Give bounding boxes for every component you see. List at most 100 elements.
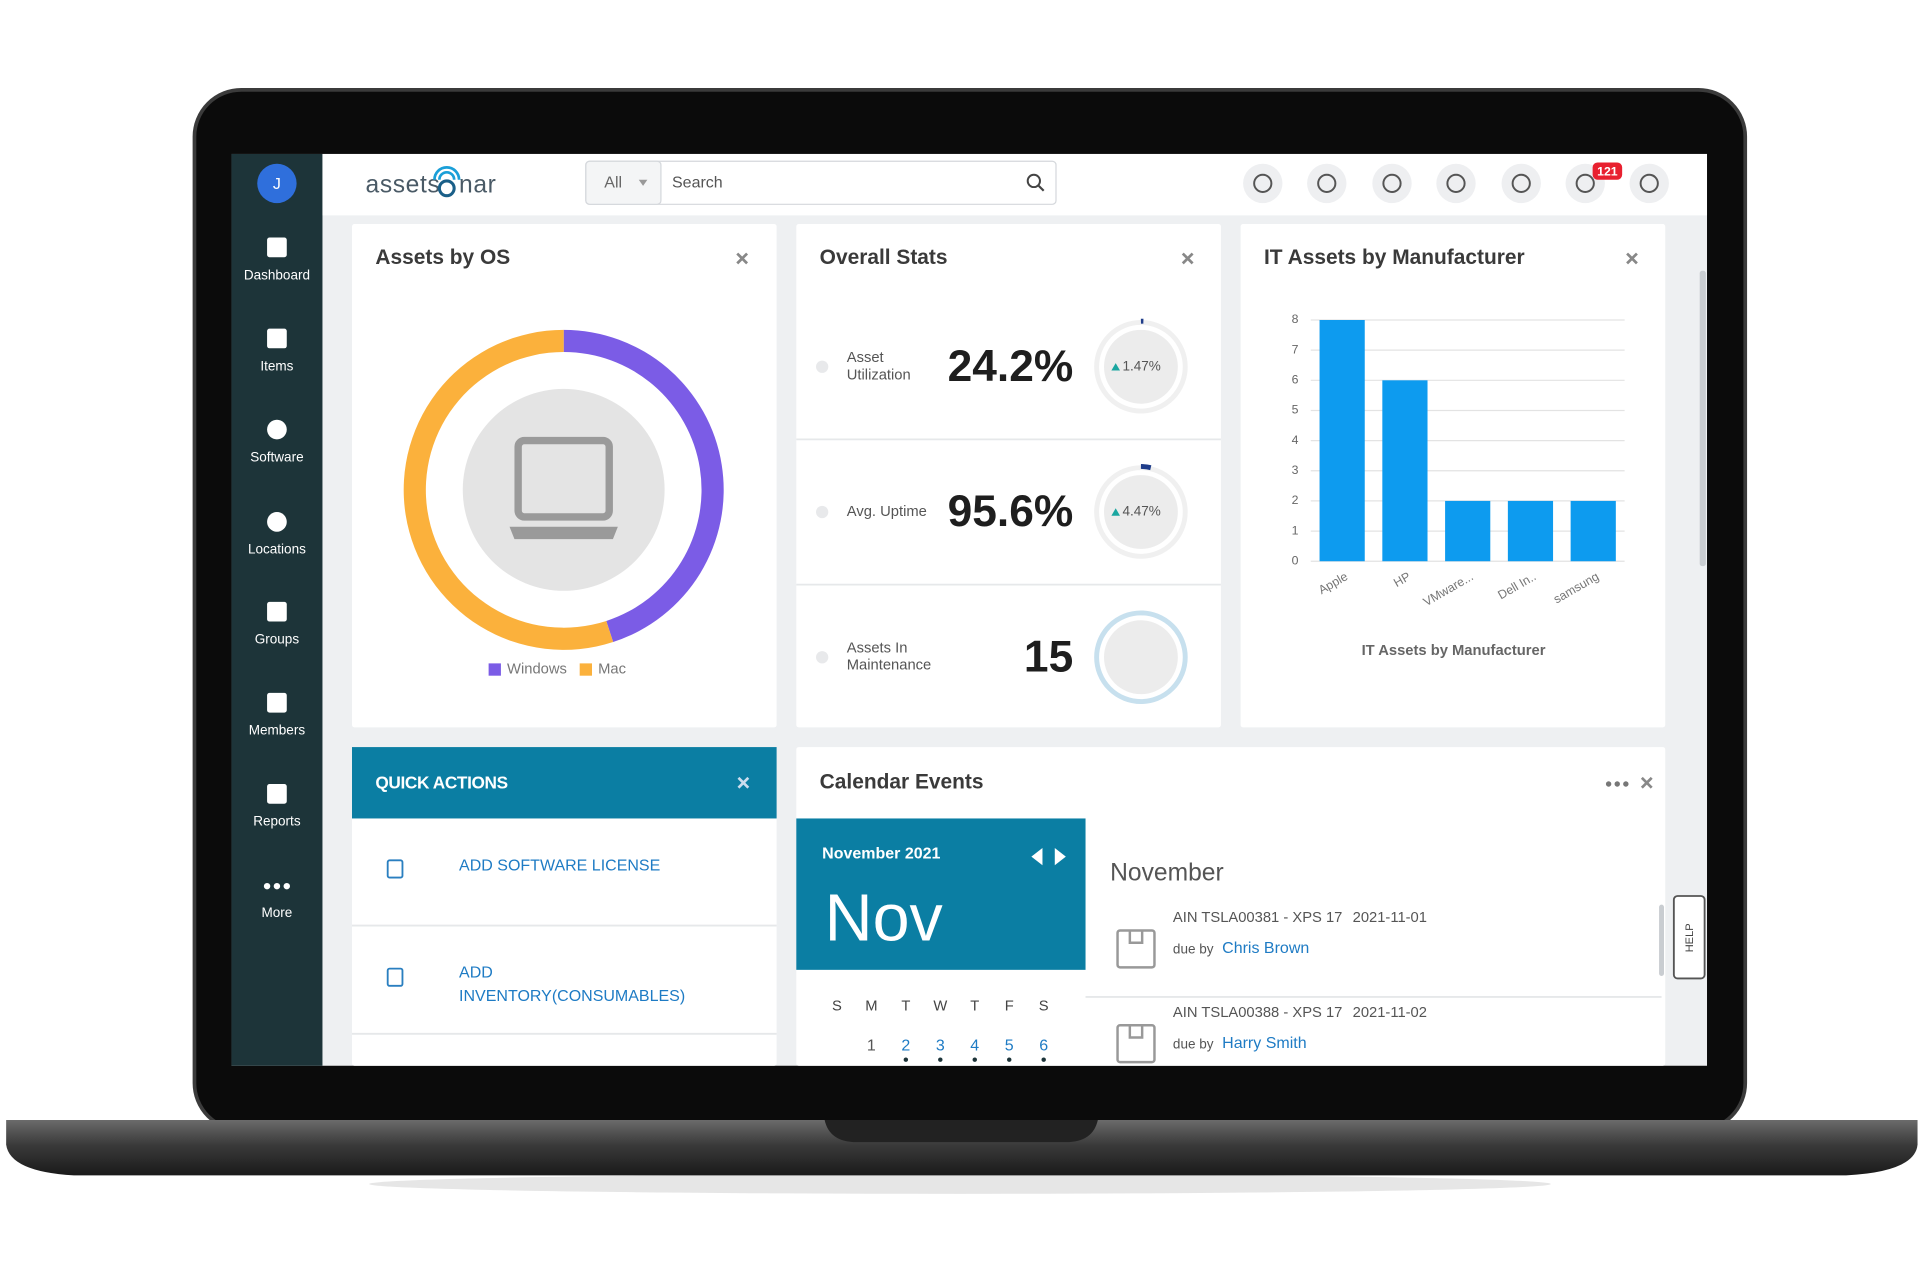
day[interactable]: 3: [936, 1037, 945, 1054]
notch: [824, 1120, 1098, 1143]
event-scrollbar: [1659, 904, 1664, 976]
header-icon-button[interactable]: [1307, 163, 1347, 204]
stat-value: 95.6%: [948, 487, 1074, 536]
event-icon: [1128, 1025, 1144, 1039]
status-dot: [816, 651, 829, 664]
stat-change: 4.47%: [1122, 504, 1160, 519]
nav-label[interactable]: Locations: [248, 542, 306, 557]
laptop-icon: [509, 526, 618, 540]
screen: J Dashboard Items Software Locations Groups Me…: [231, 153, 1708, 1066]
help-tab[interactable]: [1672, 895, 1706, 980]
nav-label[interactable]: Dashboard: [244, 267, 310, 282]
avatar[interactable]: [257, 163, 297, 204]
nav-icon: [267, 601, 287, 622]
day[interactable]: 6: [1039, 1037, 1048, 1054]
nav-label[interactable]: Reports: [253, 814, 301, 829]
action-link[interactable]: ADD SOFTWARE LICENSE: [459, 858, 660, 875]
event-due: due by: [1173, 942, 1214, 957]
stat-label: Assets In: [847, 641, 908, 657]
stat-label: Asset: [847, 350, 884, 366]
nav-label[interactable]: Groups: [255, 632, 300, 647]
filter-dropdown[interactable]: [585, 160, 662, 205]
header-icon-button[interactable]: [1243, 163, 1283, 204]
notification-count: 121: [1597, 165, 1618, 179]
event-person[interactable]: Harry Smith: [1222, 1035, 1306, 1052]
close-button[interactable]: [736, 252, 749, 265]
action-link[interactable]: ADD: [459, 965, 493, 982]
gauge-core: [1104, 620, 1178, 695]
weekday: T: [970, 999, 979, 1015]
axis-title: IT Assets by Manufacturer: [1362, 643, 1546, 659]
nav-icon: [267, 784, 287, 804]
nav-label[interactable]: Software: [250, 449, 303, 464]
stat-label: Maintenance: [847, 658, 931, 674]
status-dot: [816, 505, 829, 519]
stat-label: Utilization: [847, 367, 911, 383]
calendar-panel: [796, 818, 1086, 970]
close-button[interactable]: [737, 776, 750, 789]
weekday: S: [1039, 999, 1049, 1015]
nav-label[interactable]: More: [262, 905, 293, 920]
close-button[interactable]: [1626, 252, 1638, 265]
menu-dot[interactable]: [1614, 781, 1620, 787]
event-dot: [972, 1057, 977, 1062]
scrollbar: [1699, 270, 1706, 567]
day[interactable]: 4: [970, 1037, 979, 1054]
stat-label: Avg. Uptime: [847, 504, 927, 520]
event-date: 2021-11-02: [1353, 1005, 1427, 1021]
prev-month[interactable]: [1031, 848, 1043, 866]
header-icon: [1575, 173, 1595, 193]
day[interactable]: 1: [867, 1037, 876, 1054]
list-month: November: [1110, 859, 1224, 886]
bar: [1319, 320, 1365, 562]
event-asset: AIN TSLA00388 - XPS 17: [1173, 1005, 1342, 1021]
header-icon-button[interactable]: [1372, 163, 1412, 204]
nav-label[interactable]: Members: [249, 723, 306, 738]
action-link[interactable]: INVENTORY(CONSUMABLES): [459, 988, 685, 1005]
legend-swatch: [579, 663, 592, 676]
search-input[interactable]: Search: [672, 175, 723, 192]
nav-icon: [267, 692, 287, 713]
y-tick-label: 4: [1292, 433, 1299, 447]
trend-up: [1111, 363, 1120, 371]
close-button[interactable]: [1640, 776, 1653, 789]
menu-dot[interactable]: [1605, 781, 1612, 787]
gauge-arc: [1140, 464, 1152, 471]
card-title: QUICK ACTIONS: [375, 773, 507, 793]
gauge-core: [1104, 475, 1178, 549]
donut-center: [462, 388, 665, 591]
status-dot: [816, 360, 829, 373]
day[interactable]: 2: [901, 1037, 910, 1054]
header-icon-button[interactable]: [1629, 163, 1669, 204]
weekday: W: [933, 999, 947, 1015]
header-icon: [1382, 173, 1402, 193]
event-asset: AIN TSLA00381 - XPS 17: [1173, 910, 1342, 926]
nav-label[interactable]: Items: [260, 358, 293, 373]
logo-icon: [433, 166, 461, 180]
header-icon: [1317, 173, 1337, 193]
close-button[interactable]: [1181, 252, 1194, 265]
search-icon: [1037, 185, 1045, 192]
month-short: Nov: [825, 882, 943, 956]
weekday: M: [865, 999, 877, 1015]
y-tick-label: 2: [1292, 493, 1299, 507]
header-icon: [1446, 173, 1466, 193]
notification-badge: [1592, 162, 1623, 180]
nav-icon: [273, 882, 281, 890]
avatar-initial: J: [273, 176, 281, 193]
card: [352, 747, 777, 1066]
event-dot: [1007, 1057, 1012, 1062]
donut-segment: [563, 329, 724, 643]
card-title: Assets by OS: [375, 246, 510, 269]
next-month[interactable]: [1054, 848, 1066, 866]
menu-dot[interactable]: [1623, 781, 1629, 787]
gauge-core: [1104, 329, 1178, 404]
header-icon-button[interactable]: [1501, 163, 1541, 204]
day[interactable]: 5: [1005, 1037, 1014, 1054]
header-icon-button[interactable]: [1436, 163, 1476, 204]
event-dot: [1041, 1057, 1046, 1062]
month-year: November 2021: [822, 845, 940, 862]
event-person[interactable]: Chris Brown: [1222, 940, 1309, 957]
